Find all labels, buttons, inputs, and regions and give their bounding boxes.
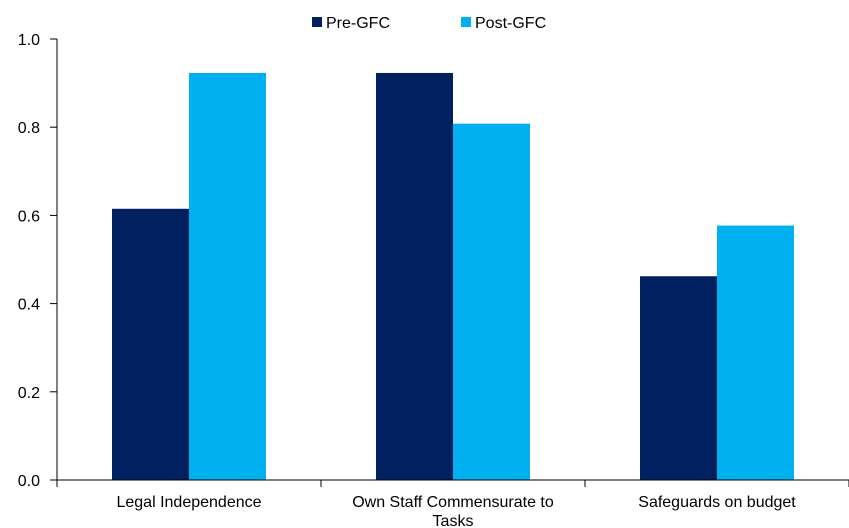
y-tick-label: 1.0 xyxy=(18,32,40,49)
bars xyxy=(112,72,794,480)
legend-swatch xyxy=(461,17,471,27)
y-axis: 0.0 0.2 0.4 0.6 0.8 1.0 xyxy=(18,32,58,490)
y-tick-label: 0.0 xyxy=(18,473,40,490)
legend-label: Pre-GFC xyxy=(326,15,390,32)
bar-post-gfc-3 xyxy=(717,225,794,480)
legend: Pre-GFC Post-GFC xyxy=(312,15,546,32)
bar-post-gfc-1 xyxy=(189,72,266,480)
legend-label: Post-GFC xyxy=(475,15,546,32)
bar-pre-gfc-2 xyxy=(376,72,453,480)
bar-pre-gfc-3 xyxy=(640,276,717,480)
legend-swatch xyxy=(312,17,322,27)
y-tick-label: 0.8 xyxy=(18,120,40,137)
bar-pre-gfc-1 xyxy=(112,208,189,480)
y-tick-label: 0.2 xyxy=(18,385,40,402)
x-category-label: Safeguards on budget xyxy=(638,494,796,511)
bar-post-gfc-2 xyxy=(453,123,530,480)
x-category-label: Legal Independence xyxy=(116,494,261,511)
x-axis: Legal Independence Own Staff Commensurate… xyxy=(56,479,849,528)
y-tick-label: 0.6 xyxy=(18,208,40,225)
y-tick-label: 0.4 xyxy=(18,297,40,314)
x-category-label: Own Staff Commensurate to Tasks xyxy=(352,494,554,528)
